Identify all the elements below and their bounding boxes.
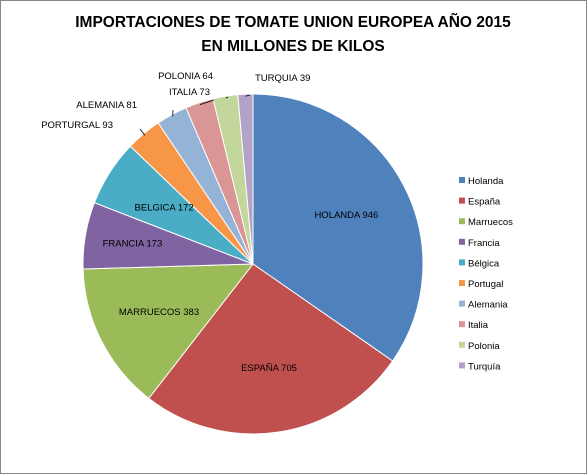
legend-swatch-alemania <box>459 300 465 307</box>
legend-label-marruecos: Marruecos <box>468 217 513 228</box>
legend-item-italia: Italia <box>459 320 489 331</box>
legend: Holanda España Marruecos Francia Bélgica Port… <box>459 176 513 372</box>
leader-line-portugal <box>139 128 146 136</box>
data-label-turquia: TURQUIA 39 <box>255 73 310 84</box>
legend-swatch-polonia <box>459 341 465 348</box>
legend-swatch-francia <box>459 238 465 245</box>
pie-slices <box>82 93 424 435</box>
legend-item-turquia: Turquía <box>459 361 501 372</box>
legend-label-francia: Francia <box>468 238 500 249</box>
slice-espana <box>148 263 394 435</box>
chart-title-line2: EN MILLONES DE KILOS <box>201 38 384 55</box>
legend-swatch-portugal <box>459 280 465 286</box>
legend-swatch-holanda <box>459 177 465 183</box>
data-label-belgica: BELGICA 172 <box>135 202 194 213</box>
legend-label-holanda: Holanda <box>468 176 504 187</box>
legend-swatch-belgica <box>459 259 465 266</box>
legend-item-espana: España <box>459 197 501 208</box>
legend-item-alemania: Alemania <box>459 300 508 311</box>
legend-label-portugal: Portugal <box>468 279 503 290</box>
data-label-holanda: HOLANDA 946 <box>314 210 378 221</box>
slice-holanda <box>252 93 424 362</box>
leader-line-polonia <box>225 96 229 99</box>
legend-swatch-marruecos <box>459 218 465 225</box>
legend-item-francia: Francia <box>459 238 500 249</box>
legend-item-belgica: Bélgica <box>459 258 500 269</box>
legend-label-turquia: Turquía <box>468 361 501 372</box>
data-label-alemania: ALEMANIA 81 <box>76 100 137 111</box>
legend-label-espana: España <box>468 197 501 208</box>
data-label-marruecos: MARRUECOS 383 <box>119 307 199 318</box>
slice-marruecos <box>82 263 255 400</box>
data-labels: HOLANDA 946 ESPAÑA 705 MARRUECOS 383 FRANCI… <box>41 71 378 374</box>
legend-swatch-italia <box>459 321 465 328</box>
legend-swatch-espana <box>459 197 465 204</box>
data-label-portugal: PORTURGAL 93 <box>41 120 113 131</box>
legend-label-belgica: Bélgica <box>468 258 500 269</box>
leader-line-italia <box>199 99 215 105</box>
legend-label-polonia: Polonia <box>468 341 500 352</box>
leader-lines <box>139 94 251 136</box>
legend-item-marruecos: Marruecos <box>459 217 513 228</box>
legend-item-holanda: Holanda <box>459 176 504 187</box>
leader-line-turquia <box>245 94 251 97</box>
data-label-francia: FRANCIA 173 <box>103 238 163 249</box>
data-label-polonia: POLONIA 64 <box>158 71 213 82</box>
legend-label-italia: Italia <box>468 320 489 331</box>
legend-item-portugal: Portugal <box>459 279 503 290</box>
data-label-espana: ESPAÑA 705 <box>241 363 297 374</box>
chart-title-line1: IMPORTACIONES DE TOMATE UNION EUROPEA AÑ… <box>75 13 511 31</box>
legend-swatch-turquia <box>459 362 465 369</box>
data-label-italia: ITALIA 73 <box>169 87 210 98</box>
legend-label-alemania: Alemania <box>468 300 508 311</box>
legend-item-polonia: Polonia <box>459 341 500 352</box>
slice-turquia <box>237 93 254 265</box>
